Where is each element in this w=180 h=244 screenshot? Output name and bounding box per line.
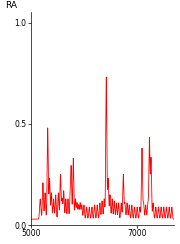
Y-axis label: RA: RA — [5, 1, 17, 10]
